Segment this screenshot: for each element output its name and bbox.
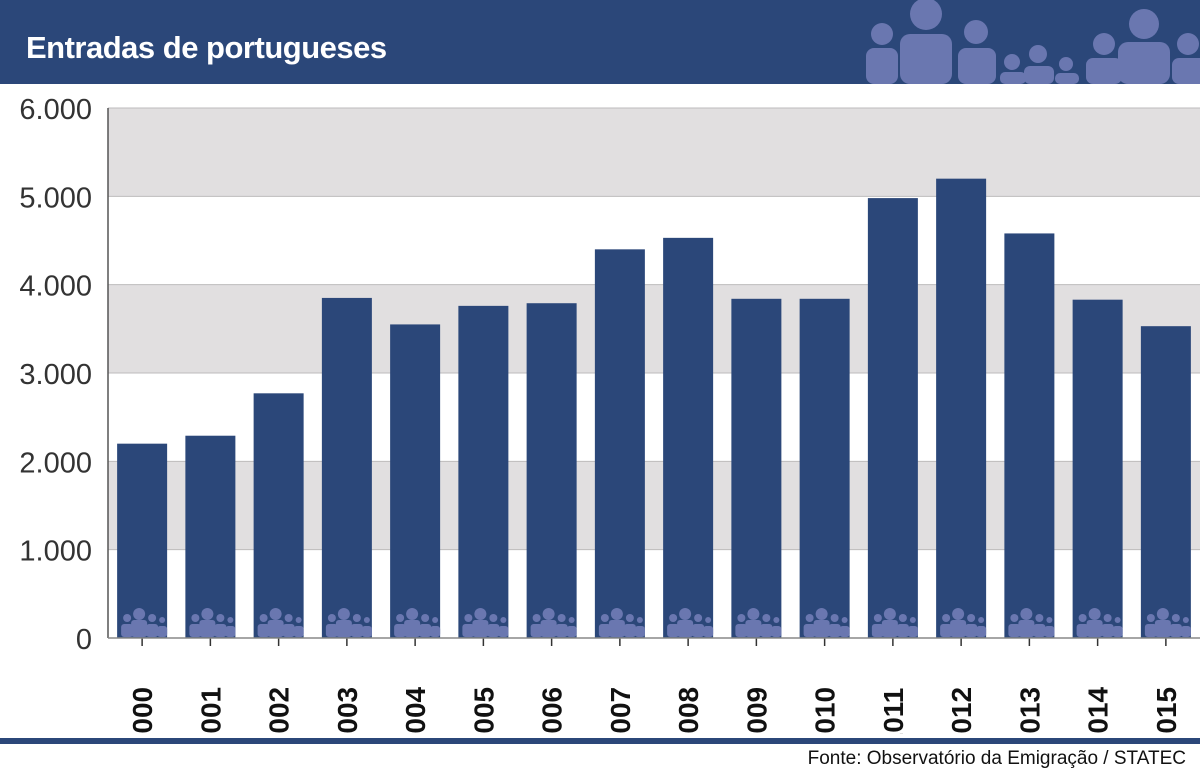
x-tick-label: 2005 [468, 687, 499, 734]
y-tick-label: 0 [76, 624, 92, 656]
people-group-icon [1076, 608, 1123, 637]
bar-2004 [390, 324, 441, 638]
bar-2014 [1072, 299, 1123, 638]
bar-2009 [731, 298, 782, 638]
x-tick-label: 2010 [810, 687, 841, 734]
chart-header: Entradas de portugueses [0, 0, 1200, 84]
people-group-icon [667, 608, 714, 637]
bar-chart: 0 1.000 2.000 3.000 4.000 5.000 6.000 2000 2001… [19, 94, 1200, 734]
chart-title: Entradas de portugueses [26, 30, 387, 65]
x-tick-label: 2001 [195, 687, 226, 734]
bar-2006 [526, 303, 577, 638]
x-tick-label: 2002 [264, 687, 295, 734]
x-axis-ticks: 2000 2001 2002 2003 2004 2005 2006 2007 2008 2009… [108, 637, 1200, 734]
people-group-icon [735, 608, 782, 637]
bar-2010 [799, 298, 850, 638]
y-tick-label: 1.000 [19, 536, 92, 568]
people-group-icon [394, 608, 441, 637]
bars [117, 178, 1191, 639]
people-group-icon [1144, 608, 1191, 637]
x-tick-label: 2007 [605, 687, 636, 734]
bar-2002 [253, 393, 304, 638]
y-tick-label: 4.000 [19, 271, 92, 303]
x-tick-label: 2015 [1151, 687, 1182, 734]
people-group-icon [462, 608, 509, 637]
people-group-icon [871, 608, 918, 637]
y-tick-label: 6.000 [19, 94, 92, 126]
y-axis-ticks: 0 1.000 2.000 3.000 4.000 5.000 6.000 [19, 94, 92, 656]
source-note: Fonte: Observatório da Emigração / STATE… [807, 748, 1186, 769]
bar-2000 [117, 443, 168, 638]
y-tick-label: 2.000 [19, 447, 92, 479]
people-group-icon [940, 608, 987, 637]
people-group-icon [530, 608, 577, 637]
bar-2011 [867, 198, 918, 638]
people-group-icon [121, 608, 168, 637]
x-tick-label: 2013 [1014, 687, 1045, 734]
bar-2007 [594, 249, 645, 639]
people-group-icon [598, 608, 645, 637]
people-group-icon [189, 608, 236, 637]
people-group-icon [803, 608, 850, 637]
footer-rule [0, 738, 1200, 744]
x-tick-label: 2011 [878, 688, 909, 734]
bar-2013 [1004, 233, 1055, 638]
people-group-icon [325, 608, 372, 637]
y-tick-label: 3.000 [19, 359, 92, 391]
bar-2003 [321, 297, 372, 638]
x-tick-label: 2000 [127, 687, 158, 734]
bar-2012 [936, 178, 987, 638]
bar-2008 [663, 237, 714, 638]
x-tick-label: 2004 [400, 686, 431, 734]
x-tick-label: 2003 [332, 687, 363, 734]
x-tick-label: 2009 [741, 687, 772, 734]
x-tick-label: 2006 [537, 687, 568, 734]
bar-2001 [185, 435, 236, 638]
people-group-icon [866, 0, 1200, 84]
x-tick-label: 2012 [946, 687, 977, 734]
x-tick-label: 2008 [673, 687, 704, 734]
grid-band [108, 108, 1200, 197]
y-tick-label: 5.000 [19, 182, 92, 214]
people-group-icon [1008, 608, 1055, 637]
bar-2005 [458, 305, 509, 638]
x-tick-label: 2014 [1083, 686, 1114, 734]
bar-2015 [1140, 326, 1191, 638]
people-group-icon [257, 608, 304, 637]
